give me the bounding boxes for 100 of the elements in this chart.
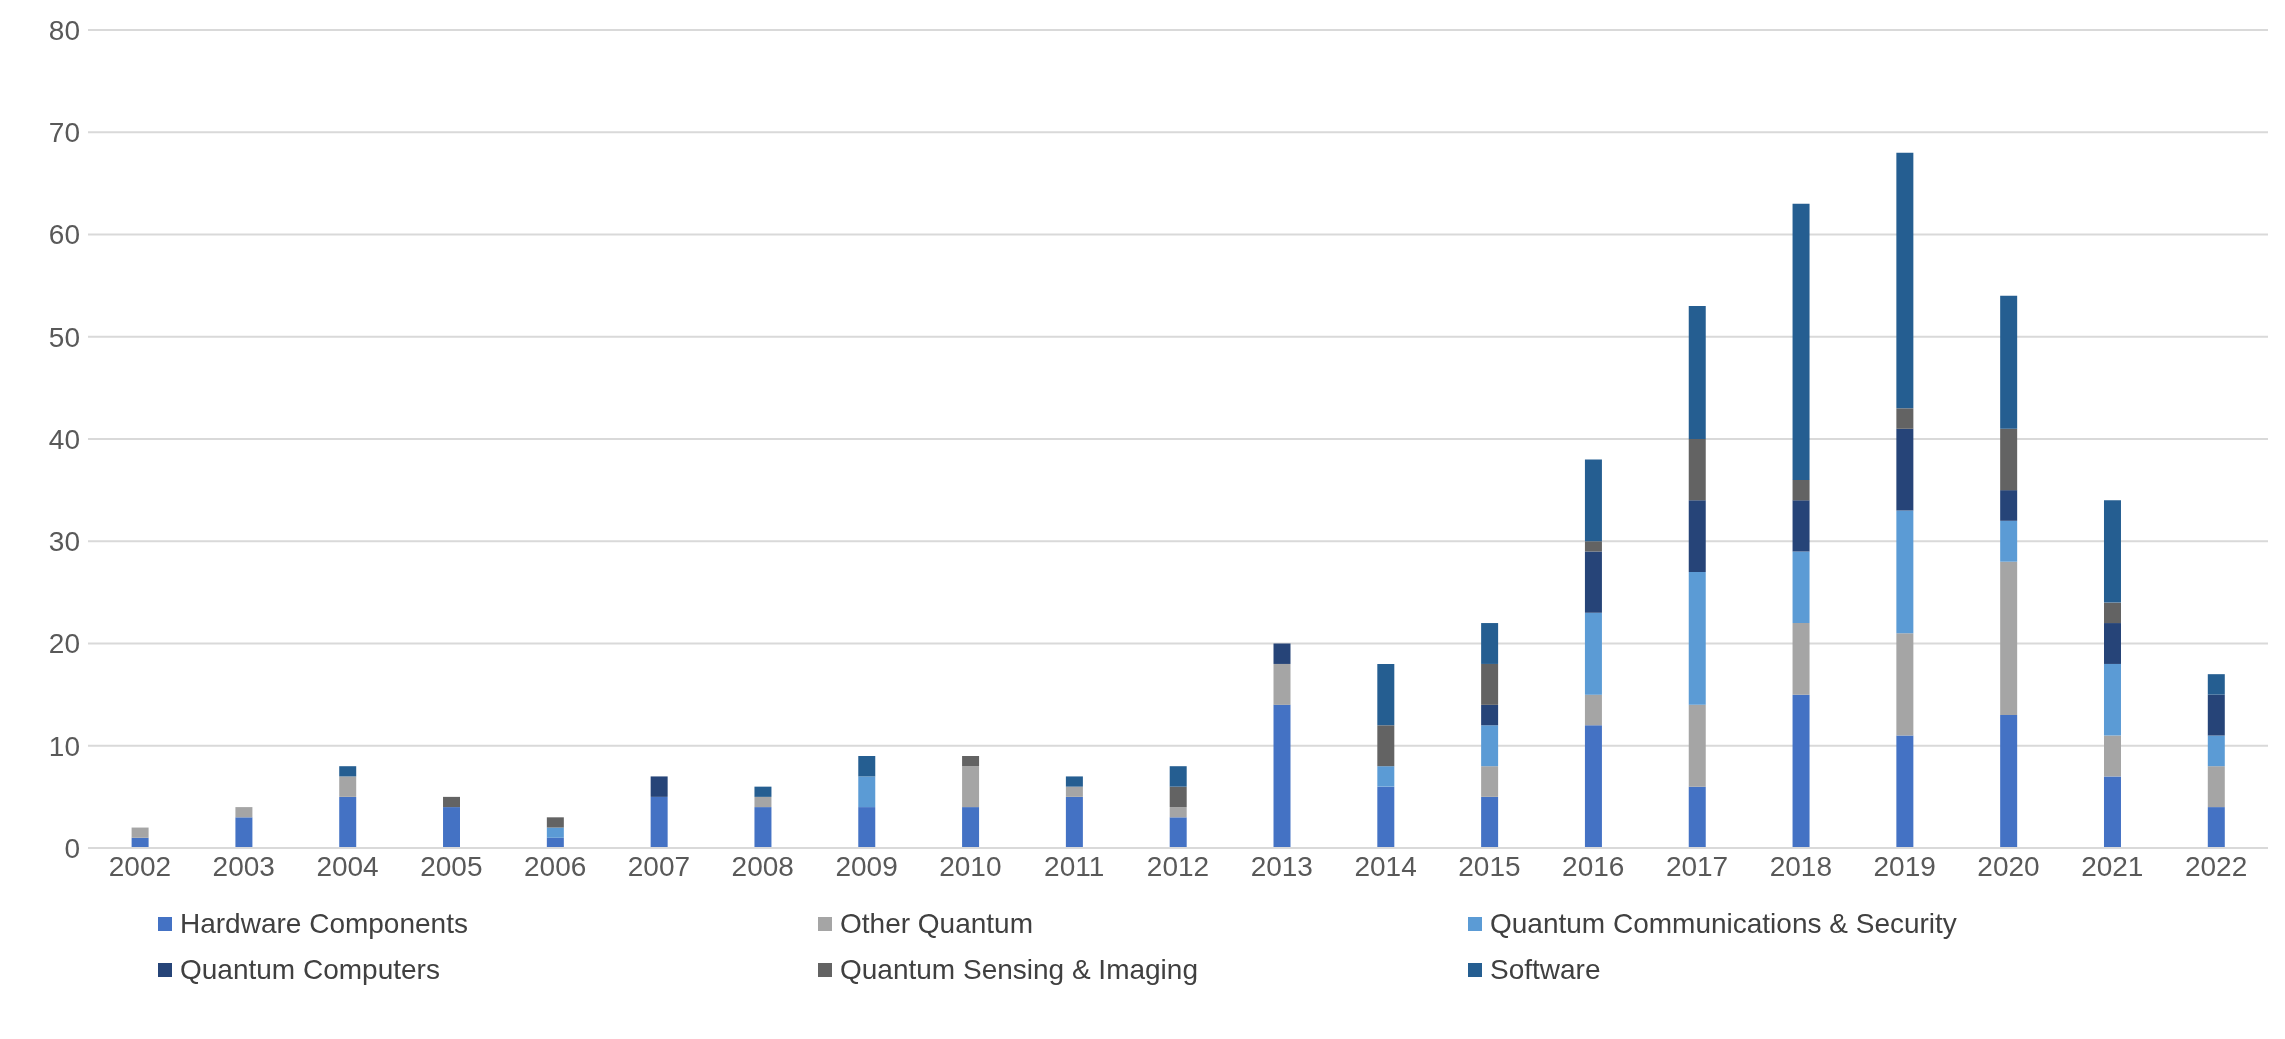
bar (858, 776, 876, 808)
bar (2207, 766, 2225, 808)
bar (2000, 520, 2018, 562)
x-tick-label: 2003 (212, 850, 275, 882)
bar (1377, 786, 1395, 848)
bar (1169, 807, 1187, 818)
bar (2207, 674, 2225, 695)
bar (2000, 715, 2018, 848)
bar (1481, 704, 1499, 726)
bar (2103, 735, 2121, 777)
bar (1169, 766, 1187, 787)
bar (443, 807, 461, 848)
bar (1688, 571, 1706, 705)
bar (650, 776, 668, 797)
bar (1792, 203, 1810, 480)
x-tick-label: 2022 (2184, 850, 2248, 882)
bar (858, 755, 876, 777)
bar (1792, 623, 1810, 695)
bar (1481, 663, 1499, 705)
bar (1584, 694, 1602, 726)
x-tick-label: 2011 (1044, 850, 1105, 882)
bar (1065, 786, 1083, 797)
bar (546, 817, 564, 828)
y-tick-label: 80 (48, 14, 80, 46)
bar (1584, 725, 1602, 848)
bar (1792, 479, 1810, 501)
bar (2000, 490, 2018, 521)
bar (2000, 428, 2018, 491)
x-tick-label: 2005 (420, 850, 483, 882)
bar (1377, 725, 1395, 767)
bar (1169, 817, 1187, 848)
y-tick-label: 20 (48, 628, 80, 660)
bar (1377, 766, 1395, 787)
x-tick-label: 2008 (731, 850, 794, 882)
bar (754, 807, 772, 848)
bar (1584, 612, 1602, 695)
bar (1584, 541, 1602, 552)
bar (754, 786, 772, 797)
legend-label: Software (1490, 954, 1601, 986)
x-tick-label: 2012 (1146, 850, 1210, 882)
bar (1896, 152, 1914, 409)
bar (962, 807, 980, 848)
bar (339, 776, 357, 797)
bar (962, 755, 980, 767)
y-tick-label: 10 (48, 730, 80, 762)
bar (2000, 295, 2018, 429)
bar (1896, 428, 1914, 511)
bar (650, 796, 668, 848)
x-tick-label: 2021 (2081, 850, 2144, 882)
bar (1065, 796, 1083, 848)
legend-label: Other Quantum (840, 908, 1033, 940)
bar (1169, 786, 1187, 808)
y-tick-label: 50 (48, 321, 80, 353)
bar (1377, 663, 1395, 726)
bar (1792, 694, 1810, 848)
x-tick-label: 2010 (939, 850, 1002, 882)
bar (1792, 500, 1810, 552)
x-tick-label: 2013 (1250, 850, 1313, 882)
bar (1896, 408, 1914, 429)
legend-label: Quantum Computers (180, 954, 440, 986)
x-tick-label: 2009 (835, 850, 898, 882)
bar (235, 807, 253, 818)
bar (2103, 776, 2121, 848)
bar (1896, 633, 1914, 736)
y-tick-label: 60 (48, 219, 80, 251)
bar (1688, 439, 1706, 501)
x-tick-label: 2018 (1769, 850, 1833, 882)
bar (1584, 551, 1602, 613)
bar (1792, 551, 1810, 624)
x-tick-label: 2007 (627, 850, 691, 882)
x-tick-label: 2002 (108, 850, 172, 882)
bar (1481, 623, 1499, 664)
bar (2207, 807, 2225, 848)
bar (339, 766, 357, 777)
bar (2103, 623, 2121, 664)
x-tick-label: 2019 (1873, 850, 1936, 882)
bar (1481, 725, 1499, 767)
bar (1688, 500, 1706, 572)
bar (962, 766, 980, 808)
x-tick-label: 2004 (316, 850, 379, 882)
x-tick-label: 2014 (1354, 850, 1417, 882)
bar (1273, 643, 1291, 664)
y-tick-label: 40 (48, 423, 80, 455)
bar (1481, 766, 1499, 797)
x-tick-label: 2020 (1977, 850, 2040, 882)
bar (546, 827, 564, 838)
legend-label: Quantum Communications & Security (1490, 908, 1957, 940)
x-tick-label: 2015 (1458, 850, 1521, 882)
bar (443, 796, 461, 808)
bar (1584, 459, 1602, 542)
bar (1065, 776, 1083, 787)
bar (754, 796, 772, 808)
y-tick-label: 70 (48, 117, 80, 149)
bar (1688, 786, 1706, 848)
bar (2207, 735, 2225, 767)
legend-label: Quantum Sensing & Imaging (840, 954, 1198, 986)
bar (1896, 735, 1914, 848)
bar (1896, 510, 1914, 634)
bar (2000, 561, 2018, 716)
bar (2207, 694, 2225, 736)
